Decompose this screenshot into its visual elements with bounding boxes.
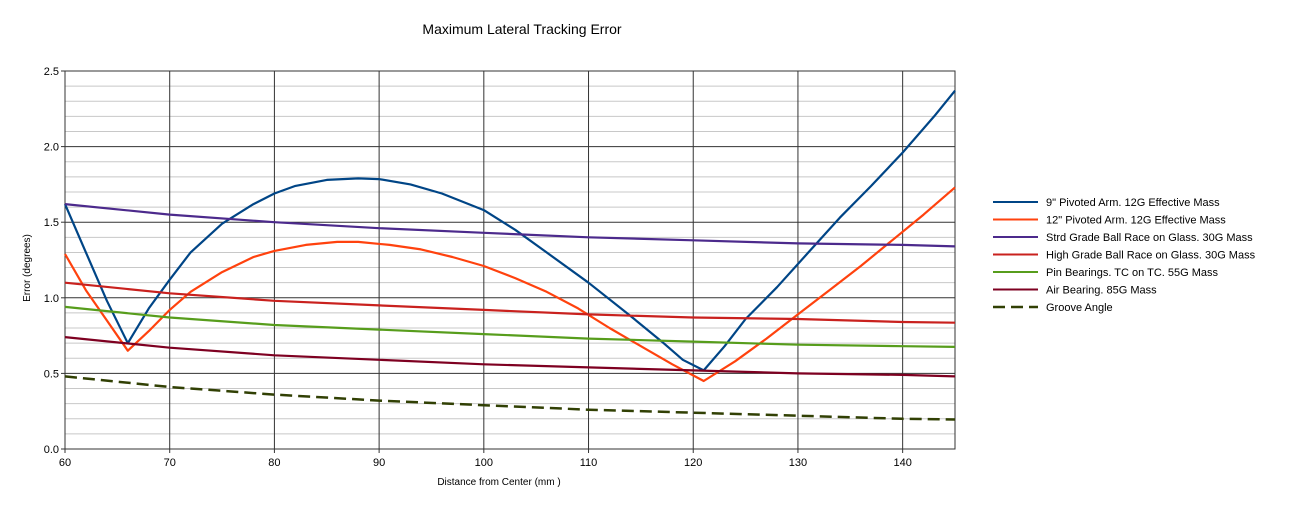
legend-label: Groove Angle — [1046, 302, 1113, 314]
x-tick-label: 70 — [164, 457, 176, 469]
x-tick-label: 60 — [59, 457, 71, 469]
plot-border — [64, 70, 956, 450]
x-tick-label: 110 — [580, 457, 598, 469]
y-axis-label: Error (degrees) — [22, 234, 33, 302]
y-tick-label: 2.5 — [44, 66, 59, 78]
x-tick-label: 90 — [373, 457, 385, 469]
legend-label: 12" Pivoted Arm. 12G Effective Mass — [1046, 215, 1226, 227]
legend-label: Pin Bearings. TC on TC. 55G Mass — [1046, 267, 1218, 279]
legend-label: Air Bearing. 85G Mass — [1046, 285, 1157, 297]
series-line-4 — [64, 281, 956, 324]
y-tick-label: 0.0 — [44, 444, 59, 456]
x-axis-label: Distance from Center (mm ) — [437, 477, 560, 488]
series-line-5 — [64, 305, 956, 348]
x-tick-label: 100 — [475, 457, 493, 469]
series-line-3 — [64, 203, 956, 248]
x-tick-label: 120 — [684, 457, 702, 469]
legend-label: High Grade Ball Race on Glass. 30G Mass — [1046, 250, 1256, 262]
series-line-1 — [63, 90, 956, 372]
y-tick-label: 1.5 — [44, 217, 59, 229]
y-tick-label: 2.0 — [44, 142, 59, 154]
series-line-7 — [64, 375, 956, 421]
legend: 9" Pivoted Arm. 12G Effective Mass 12" Pi… — [993, 197, 1256, 314]
x-tick-label: 80 — [268, 457, 280, 469]
y-tick-label: 1.0 — [44, 293, 59, 305]
x-tick-label: 130 — [789, 457, 807, 469]
axes: 0.0 0.5 1.0 1.5 2.0 2.5 60 70 80 90 100 110 120 130 14… — [44, 66, 912, 469]
series-layer — [63, 90, 956, 421]
series-line-6 — [64, 336, 956, 378]
legend-label: Strd Grade Ball Race on Glass. 30G Mass — [1046, 232, 1253, 244]
grid — [64, 70, 956, 450]
chart-title: Maximum Lateral Tracking Error — [422, 21, 622, 37]
x-tick-label: 140 — [893, 457, 911, 469]
y-tick-label: 0.5 — [44, 368, 59, 380]
legend-label: 9" Pivoted Arm. 12G Effective Mass — [1046, 197, 1220, 209]
